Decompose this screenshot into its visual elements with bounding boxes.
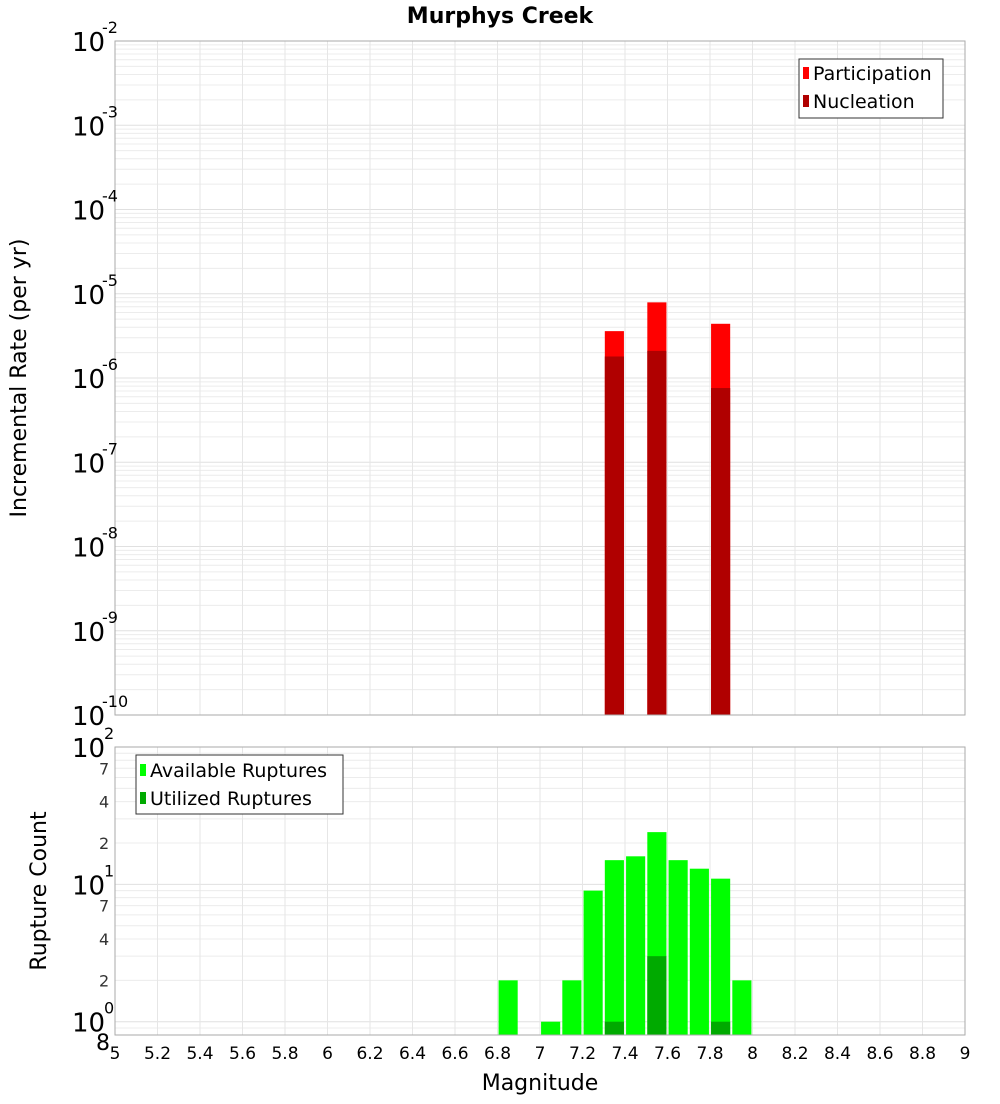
bottom-y-minor-tick-label: 8 [96,1031,110,1056]
x-tick-label: 6 [322,1044,333,1064]
available-ruptures-bar [541,1021,561,1035]
bottom-y-axis-label: Rupture Count [27,811,52,971]
top-y-tick-label: 10 [72,618,105,648]
x-tick-label: 7.2 [569,1044,596,1064]
top-y-tick-label: 10 [72,534,105,564]
bottom-y-minor-tick-label: 4 [99,930,109,949]
x-tick-label: 5.2 [144,1044,171,1064]
legend-swatch-available-ruptures [140,764,146,776]
available-ruptures-bar [668,860,688,1035]
x-tick-label: 8.2 [781,1044,808,1064]
chart-title: Murphys Creek [407,4,595,29]
legend-label-participation: Participation [813,63,932,85]
bottom-y-minor-tick-label: 7 [99,897,109,916]
bottom-y-minor-tick-label: 4 [99,793,109,812]
nucleation-bar [647,350,667,715]
x-axis-label: Magnitude [482,1071,599,1096]
legend-label-utilized-ruptures: Utilized Ruptures [150,788,312,810]
utilized-ruptures-bar [711,1021,731,1035]
nucleation-bar [711,388,731,715]
top-y-tick-label: 10 [72,702,105,732]
bottom-plot-border [114,746,966,1036]
x-tick-label: 5.4 [186,1044,213,1064]
legend-label-nucleation: Nucleation [813,91,915,113]
available-ruptures-bar [583,890,603,1035]
available-ruptures-bar [498,980,518,1035]
x-tick-label: 5 [110,1044,121,1064]
top-y-tick-label: 10 [72,197,105,227]
x-tick-label: 7.8 [696,1044,723,1064]
bottom-y-tick-label: 10 [72,734,105,764]
legend-swatch-utilized-ruptures [140,792,146,804]
top-y-tick-label: 10 [72,365,105,395]
x-tick-label: 7.4 [611,1044,638,1064]
x-tick-label: 5.8 [271,1044,298,1064]
x-tick-label: 6.2 [356,1044,383,1064]
top-y-tick-exponent: -5 [102,271,118,290]
top-legend [798,58,944,119]
x-tick-label: 8.6 [866,1044,893,1064]
available-ruptures-bar [562,980,582,1035]
utilized-ruptures-bar [647,956,667,1035]
x-tick-label: 6.4 [399,1044,426,1064]
x-tick-label: 9 [960,1044,971,1064]
top-y-tick-label: 10 [72,281,105,311]
bottom-y-minor-tick-label: 2 [99,971,109,990]
top-y-tick-exponent: -9 [102,608,118,627]
bottom-y-minor-tick-label: 2 [99,834,109,853]
legend-label-available-ruptures: Available Ruptures [150,760,327,782]
top-y-tick-exponent: -6 [102,355,118,374]
legend-swatch-participation [803,67,809,79]
bottom-y-tick-label: 10 [72,871,105,901]
bottom-y-tick-label: 10 [72,1009,105,1039]
available-ruptures-bar [626,856,646,1035]
top-y-tick-exponent: -3 [102,102,118,121]
bottom-y-tick-exponent: 0 [104,999,114,1018]
top-y-tick-exponent: -2 [102,18,118,37]
nucleation-bar [604,356,624,715]
bottom-y-tick-exponent: 2 [104,724,114,743]
top-y-tick-exponent: -10 [102,692,128,711]
bottom-y-minor-tick-label: 7 [99,759,109,778]
utilized-ruptures-bar [604,1021,624,1035]
top-y-tick-label: 10 [72,28,105,58]
x-tick-label: 8.8 [909,1044,936,1064]
top-y-tick-label: 10 [72,449,105,479]
x-tick-label: 6.6 [441,1044,468,1064]
available-ruptures-bar [689,868,709,1035]
available-ruptures-bar [711,878,731,1035]
available-ruptures-bar [604,860,624,1035]
x-tick-label: 8 [747,1044,758,1064]
x-tick-label: 7 [535,1044,546,1064]
x-tick-label: 6.8 [484,1044,511,1064]
available-ruptures-bar [732,980,752,1035]
top-y-axis-label: Incremental Rate (per yr) [7,239,32,518]
top-y-tick-label: 10 [72,112,105,142]
legend-swatch-nucleation [803,95,809,107]
bottom-legend [135,754,344,815]
x-tick-label: 8.4 [824,1044,851,1064]
bottom-y-tick-exponent: 1 [104,861,114,880]
x-tick-label: 7.6 [654,1044,681,1064]
top-y-tick-exponent: -8 [102,524,118,543]
top-y-tick-exponent: -7 [102,439,118,458]
top-plot-border [114,40,966,716]
top-y-tick-exponent: -4 [102,187,118,206]
x-tick-label: 5.6 [229,1044,256,1064]
